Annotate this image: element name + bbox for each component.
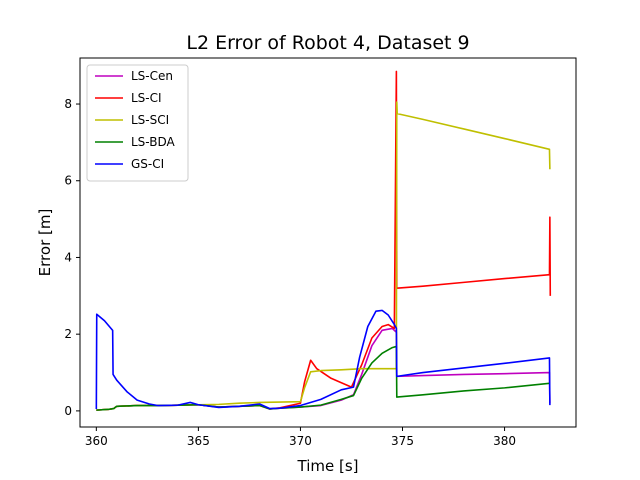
x-tick-label: 375	[391, 434, 414, 448]
legend-label: GS-CI	[131, 157, 164, 171]
y-axis-title: Error [m]	[36, 209, 54, 277]
series-layer	[95, 70, 552, 411]
y-tick-label: 8	[64, 97, 72, 111]
y-tick-label: 2	[64, 327, 72, 341]
y-tick-label: 6	[64, 174, 72, 188]
y-axis: 0 2 4 6 8	[64, 97, 80, 418]
chart-title: L2 Error of Robot 4, Dataset 9	[186, 32, 469, 54]
legend-label: LS-CI	[131, 91, 162, 105]
x-tick-label: 365	[187, 434, 210, 448]
x-tick-label: 360	[85, 434, 108, 448]
series-line-gs-ci	[95, 309, 551, 410]
plot-frame	[79, 57, 577, 428]
legend-box	[86, 64, 189, 182]
x-tick-label: 370	[289, 434, 312, 448]
x-axis-title: Time [s]	[297, 457, 359, 475]
y-tick-label: 0	[64, 404, 72, 418]
legend-label: LS-Cen	[131, 69, 173, 83]
legend-label: LS-BDA	[131, 135, 175, 149]
y-tick-label: 4	[64, 250, 72, 264]
series-line-ls-bda	[96, 345, 550, 411]
legend: LS-Cen LS-CI LS-SCI LS-BDA GS-CI	[86, 64, 189, 182]
x-axis: 360 365 370 375 380	[85, 427, 516, 448]
legend-label: LS-SCI	[131, 113, 169, 127]
x-tick-label: 380	[493, 434, 516, 448]
